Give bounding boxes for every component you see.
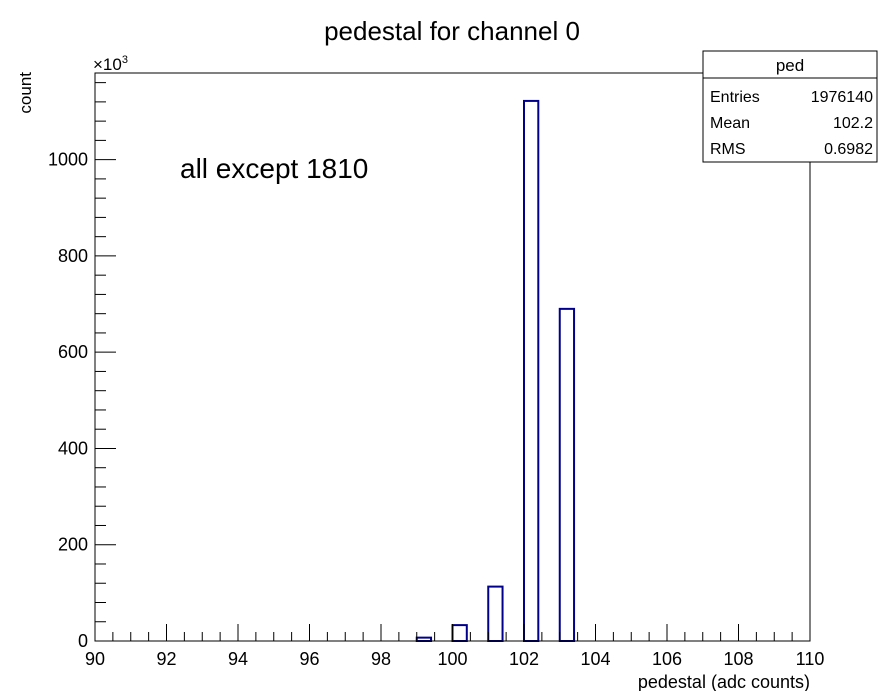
y-axis-multiplier-exponent: 3 [122, 54, 128, 66]
stats-rms-value: 0.6982 [824, 141, 873, 158]
y-axis-multiplier: ×103 [93, 54, 128, 74]
x-tick-label: 92 [156, 649, 176, 669]
stats-box: ped Entries 1976140 Mean 102.2 RMS 0.698… [702, 50, 878, 163]
stats-rms-label: RMS [710, 141, 746, 158]
y-tick-label: 0 [78, 631, 88, 651]
bars-group [415, 99, 576, 643]
stats-entries-value: 1976140 [811, 89, 873, 106]
histogram-bar-4 [558, 307, 576, 642]
x-axis-label: pedestal (adc counts) [638, 672, 810, 691]
y-tick-label: 1000 [48, 150, 88, 170]
stats-entries-label: Entries [710, 89, 760, 106]
stats-box-frame [702, 50, 878, 163]
y-tick-label: 600 [58, 342, 88, 362]
y-tick-label: 200 [58, 535, 88, 555]
stats-box-title: ped [776, 56, 804, 75]
y-axis-label: count [16, 72, 35, 114]
stats-mean-value: 102.2 [833, 115, 873, 132]
x-tick-label: 106 [652, 649, 682, 669]
x-tick-label: 94 [228, 649, 248, 669]
x-tick-label: 104 [580, 649, 610, 669]
x-tick-label: 98 [371, 649, 391, 669]
histogram-bar-0 [415, 636, 433, 642]
x-tick-label: 102 [509, 649, 539, 669]
x-axis-ticks: 90 92 94 96 98 100 102 104 106 108 110 [85, 624, 824, 669]
y-tick-label: 800 [58, 246, 88, 266]
x-tick-label: 108 [723, 649, 753, 669]
stats-mean-label: Mean [710, 115, 750, 132]
x-tick-label: 96 [299, 649, 319, 669]
x-tick-label: 110 [796, 649, 825, 669]
x-tick-label: 90 [85, 649, 105, 669]
x-tick-label: 100 [437, 649, 467, 669]
y-tick-label: 400 [58, 438, 88, 458]
chart-annotation: all except 1810 [180, 153, 368, 184]
chart-title: pedestal for channel 0 [324, 16, 580, 46]
histogram-bar-2 [487, 585, 504, 642]
histogram-bar-1 [451, 624, 468, 642]
histogram-bar-3 [523, 99, 540, 643]
y-axis-multiplier-base: ×10 [93, 55, 122, 74]
y-axis-ticks: 0 200 400 600 800 1000 [48, 82, 116, 651]
